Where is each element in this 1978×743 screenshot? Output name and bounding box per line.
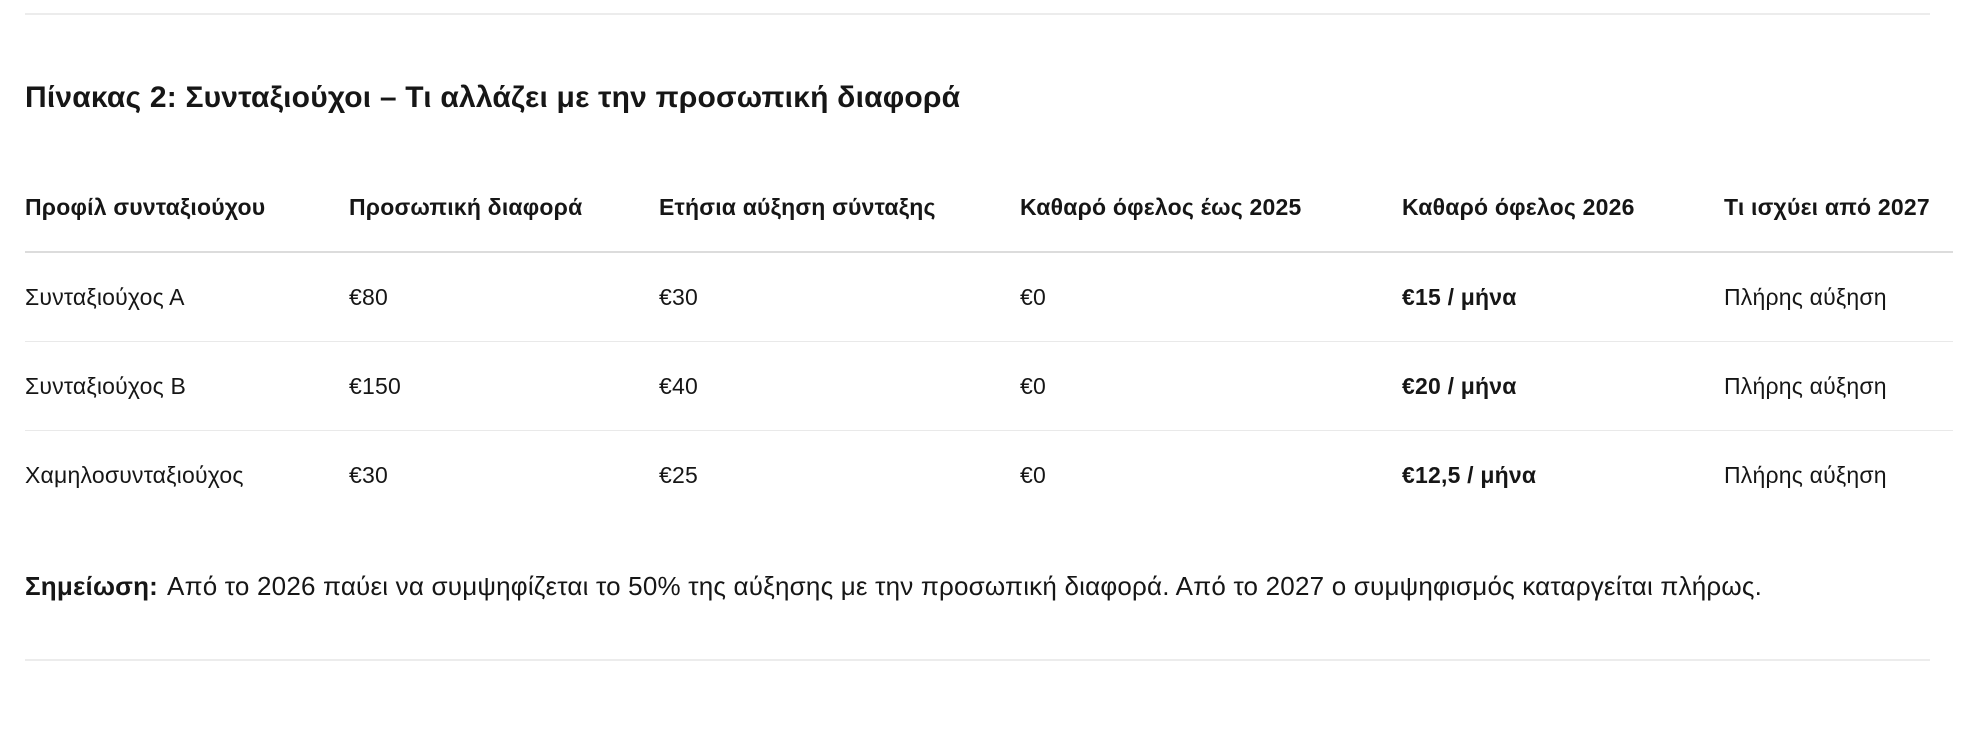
cell-net-2025: €0 <box>1020 341 1402 431</box>
section-title: Πίνακας 2: Συνταξιούχοι – Τι αλλάζει με … <box>25 81 961 114</box>
cell-net-2025: €0 <box>1020 461 1046 488</box>
cell-from-2027: Πλήρης αύξηση <box>1724 461 1887 488</box>
cell-from-2027: Πλήρης αύξηση <box>1724 341 1953 431</box>
cell-from-2027: Πλήρης αύξηση <box>1724 252 1953 342</box>
table-row: Χαμηλοσυνταξιούχος €30 €25 €0 €12,5 / μή… <box>25 431 1953 520</box>
cell-personal-diff: €150 <box>349 341 659 431</box>
cell-profile: Συνταξιούχος Α <box>25 252 349 342</box>
note-text: Από το 2026 παύει να συμψηφίζεται το 50%… <box>167 571 1763 601</box>
cell-net-2026: €12,5 / μήνα <box>1402 461 1537 488</box>
cell-annual-increase: €40 <box>659 341 1020 431</box>
column-header-net-2026: Καθαρό όφελος 2026 <box>1402 163 1724 253</box>
cell-personal-diff: €80 <box>349 252 659 342</box>
note-paragraph: Σημείωση: Από το 2026 παύει να συμψηφίζετ… <box>25 561 1885 611</box>
column-header-personal-diff: Προσωπική διαφορά <box>349 163 659 253</box>
column-header-profile: Προφίλ συνταξιούχου <box>25 163 349 253</box>
bottom-divider <box>25 659 1930 661</box>
table-header-row: Προφίλ συνταξιούχου Προσωπική διαφορά Ετ… <box>25 163 1953 253</box>
cell-net-2025: €0 <box>1020 252 1402 342</box>
cell-profile: Συνταξιούχος Β <box>25 341 349 431</box>
cell-net-2026: €15 / μήνα <box>1402 252 1724 342</box>
table-row: Συνταξιούχος Α €80 €30 €0 €15 / μήνα Πλή… <box>25 252 1953 342</box>
cell-annual-increase: €30 <box>659 252 1020 342</box>
cell-annual-increase: €25 <box>659 461 698 488</box>
article-section: Πίνακας 2: Συνταξιούχοι – Τι αλλάζει με … <box>0 13 1978 661</box>
column-header-from-2027: Τι ισχύει από 2027 <box>1724 163 1953 253</box>
cell-personal-diff: €30 <box>349 461 388 488</box>
cell-net-2026: €20 / μήνα <box>1402 341 1724 431</box>
note-label: Σημείωση: <box>25 571 159 601</box>
pensioners-table: Προφίλ συνταξιούχου Προσωπική διαφορά Ετ… <box>25 163 1953 519</box>
column-header-net-2025: Καθαρό όφελος έως 2025 <box>1020 163 1402 253</box>
column-header-annual-increase: Ετήσια αύξηση σύνταξης <box>659 163 1020 253</box>
table-row: Συνταξιούχος Β €150 €40 €0 €20 / μήνα Πλ… <box>25 341 1953 431</box>
top-divider <box>25 13 1930 15</box>
cell-profile: Χαμηλοσυνταξιούχος <box>25 461 244 488</box>
